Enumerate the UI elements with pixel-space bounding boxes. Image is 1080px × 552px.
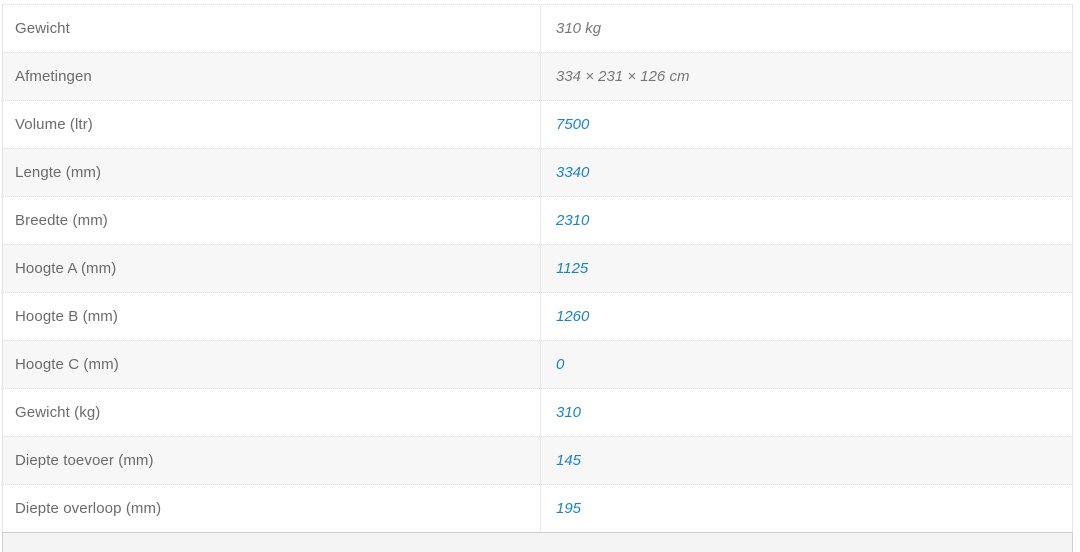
table-row: Gewicht (kg) 310 xyxy=(3,388,1072,436)
spec-label: Hoogte A (mm) xyxy=(3,245,541,292)
next-section-partial xyxy=(2,532,1073,552)
spec-label: Lengte (mm) xyxy=(3,149,541,196)
spec-value-link[interactable]: 2310 xyxy=(556,212,590,229)
spec-value-link[interactable]: 195 xyxy=(556,500,582,517)
table-row: Hoogte A (mm) 1125 xyxy=(3,244,1072,292)
spec-label: Gewicht (kg) xyxy=(3,389,541,436)
spec-value: 2310 xyxy=(541,197,1072,244)
spec-label: Volume (ltr) xyxy=(3,101,541,148)
spec-label: Afmetingen xyxy=(3,53,541,100)
table-row: Breedte (mm) 2310 xyxy=(3,196,1072,244)
spec-label: Diepte toevoer (mm) xyxy=(3,437,541,484)
spec-label: Hoogte B (mm) xyxy=(3,293,541,340)
spec-value-link[interactable]: 145 xyxy=(556,452,582,469)
spec-value: 310 kg xyxy=(556,20,602,37)
spec-value: 3340 xyxy=(541,149,1072,196)
table-row: Gewicht 310 kg xyxy=(3,4,1072,52)
spec-label: Gewicht xyxy=(3,5,541,52)
spec-value: 145 xyxy=(541,437,1072,484)
spec-label: Diepte overloop (mm) xyxy=(3,485,541,532)
spec-value: 7500 xyxy=(541,101,1072,148)
table-row: Diepte toevoer (mm) 145 xyxy=(3,436,1072,484)
spec-label: Hoogte C (mm) xyxy=(3,341,541,388)
spec-value-link[interactable]: 1260 xyxy=(556,308,590,325)
spec-value-link[interactable]: 310 xyxy=(556,404,582,421)
table-row: Lengte (mm) 3340 xyxy=(3,148,1072,196)
spec-value: 195 xyxy=(541,485,1072,532)
spec-value: 1125 xyxy=(541,245,1072,292)
table-row: Hoogte B (mm) 1260 xyxy=(3,292,1072,340)
spec-label: Breedte (mm) xyxy=(3,197,541,244)
table-row: Diepte overloop (mm) 195 xyxy=(3,484,1072,532)
specifications-table: Gewicht 310 kg Afmetingen 334 × 231 × 12… xyxy=(2,4,1073,533)
spec-value-link[interactable]: 0 xyxy=(556,356,565,373)
spec-value: 1260 xyxy=(541,293,1072,340)
table-row: Afmetingen 334 × 231 × 126 cm xyxy=(3,52,1072,100)
spec-value: 310 xyxy=(541,389,1072,436)
spec-value-link[interactable]: 3340 xyxy=(556,164,590,181)
table-row: Hoogte C (mm) 0 xyxy=(3,340,1072,388)
spec-value: 0 xyxy=(541,341,1072,388)
spec-value: 334 × 231 × 126 cm xyxy=(556,68,690,85)
table-row: Volume (ltr) 7500 xyxy=(3,100,1072,148)
spec-value-link[interactable]: 7500 xyxy=(556,116,590,133)
spec-value-link[interactable]: 1125 xyxy=(556,260,589,277)
